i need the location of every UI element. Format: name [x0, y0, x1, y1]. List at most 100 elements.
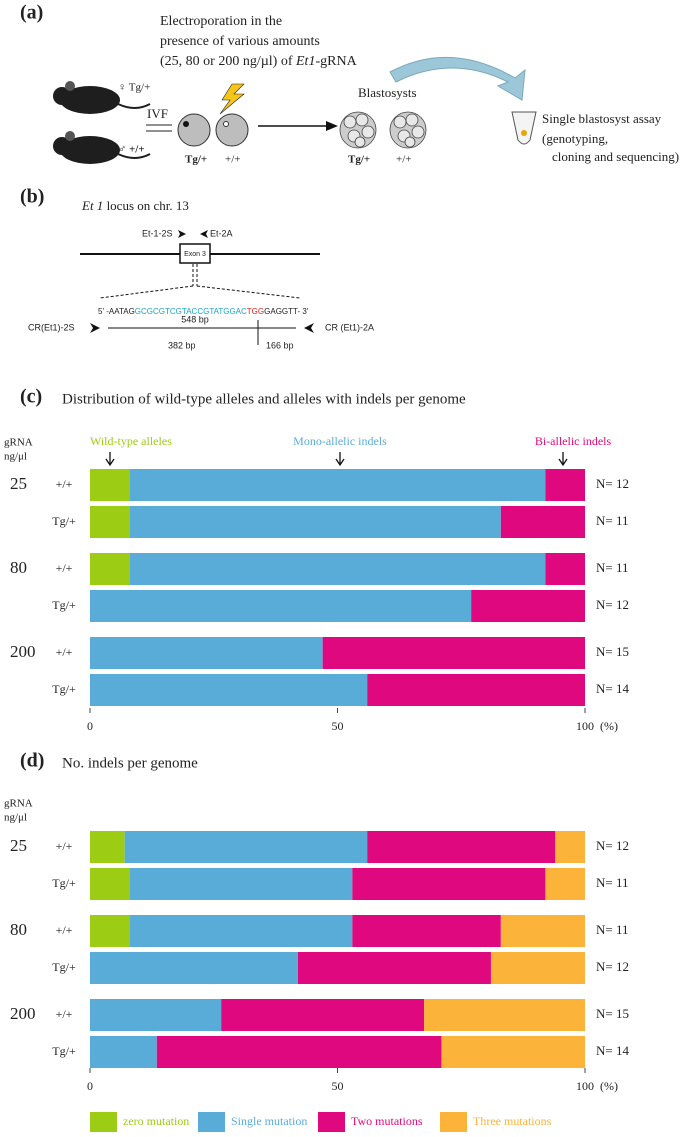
- n-label: N= 11: [596, 513, 629, 528]
- bar-segment: [500, 506, 585, 538]
- bar-segment: [90, 553, 130, 585]
- panel-letter: (a): [20, 2, 43, 24]
- bar-segment: [90, 469, 130, 501]
- bar-segment: [441, 1036, 585, 1068]
- row-label: Tg/+: [52, 682, 76, 696]
- bar-segment: [90, 952, 298, 984]
- exon-box: [179, 243, 211, 264]
- bar-segment: [90, 590, 472, 622]
- legend-label: Single mutation: [231, 1114, 307, 1128]
- x-tick-label: 100: [576, 719, 594, 733]
- legend-swatch: [198, 1112, 225, 1132]
- bar-segment: [90, 637, 323, 669]
- bar-segment: [90, 831, 125, 863]
- cell-nucleus: [223, 121, 229, 127]
- bar-segment: [129, 868, 353, 900]
- assay-text: (genotyping,: [542, 131, 608, 146]
- n-label: N= 14: [596, 1043, 629, 1058]
- group-label: 200: [10, 1004, 36, 1023]
- n-label: N= 11: [596, 922, 629, 937]
- row-label: Tg/+: [52, 876, 76, 890]
- blastocyst-label: Tg/+: [348, 154, 370, 166]
- ivf-lines: [146, 124, 172, 132]
- zoom-lines: [99, 264, 301, 299]
- primer-arrow: [200, 230, 208, 238]
- curved-arrow: [389, 56, 526, 101]
- primer-arrow: [304, 323, 314, 333]
- bar-segment: [90, 868, 130, 900]
- row-label: +/+: [56, 923, 73, 937]
- bar-segment: [352, 915, 501, 947]
- female-label: ♀ Tg/+: [118, 82, 150, 94]
- group-label: 25: [10, 836, 27, 855]
- row-label: Tg/+: [52, 960, 76, 974]
- sequence: 5' -AATAGGCGCGTCGTACCGTATGGACTGGGAGGTT- …: [98, 307, 309, 316]
- legend-label: Bi-allelic indels: [535, 434, 612, 448]
- ivf-label: IVF: [147, 106, 168, 121]
- x-tick-label: 100: [576, 1079, 594, 1093]
- tube-icon: [511, 111, 537, 145]
- n-label: N= 14: [596, 681, 629, 696]
- arrowhead: [326, 121, 338, 131]
- bar-segment: [90, 1036, 157, 1068]
- x-tick-label: 50: [332, 719, 344, 733]
- group-label: 80: [10, 558, 27, 577]
- fragment-label: 382 bp: [168, 340, 196, 350]
- blastocyst-label: +/+: [396, 154, 411, 166]
- electroporation-text: Electroporation in the: [160, 14, 282, 29]
- group-axis-label: gRNA: [4, 798, 33, 810]
- n-label: N= 12: [596, 838, 629, 853]
- group-label: 25: [10, 474, 27, 493]
- chart-title: No. indels per genome: [62, 755, 198, 771]
- x-axis-label: (%): [600, 719, 618, 733]
- electroporation-text: presence of various amounts: [160, 34, 320, 49]
- blastocysts-label: Blastosysts: [358, 85, 417, 100]
- bar-segment: [90, 915, 130, 947]
- mouse-icons: [53, 81, 151, 164]
- row-label: +/+: [56, 1007, 73, 1021]
- row-label: Tg/+: [52, 1044, 76, 1058]
- n-label: N= 15: [596, 1006, 629, 1021]
- row-label: Tg/+: [52, 514, 76, 528]
- x-axis-label: (%): [600, 1079, 618, 1093]
- row-label: +/+: [56, 477, 73, 491]
- amplicon-line: [108, 320, 296, 345]
- bar-segment: [500, 915, 585, 947]
- group-label: 200: [10, 642, 36, 661]
- bar-segment: [90, 674, 368, 706]
- legend-arrow: [335, 452, 345, 467]
- bar-segment: [129, 553, 546, 585]
- x-tick-label: 0: [87, 719, 93, 733]
- legend-label: Mono-allelic indels: [293, 434, 387, 448]
- cell-icon: [177, 113, 211, 147]
- row-label: +/+: [56, 645, 73, 659]
- chart-title: Distribution of wild-type alleles and al…: [62, 391, 466, 407]
- primer-label: Et-2A: [210, 228, 233, 238]
- group-label: 80: [10, 920, 27, 939]
- bar-segment: [90, 999, 222, 1031]
- legend-label: Two mutations: [351, 1114, 423, 1128]
- assay-text: Single blastosyst assay: [542, 111, 662, 126]
- blastocyst-icons: [339, 111, 427, 149]
- bar-segment: [129, 469, 546, 501]
- bar-segment: [545, 553, 585, 585]
- bar-segment: [352, 868, 546, 900]
- legend-swatch: [90, 1112, 117, 1132]
- n-label: N= 12: [596, 597, 629, 612]
- legend-swatch: [440, 1112, 467, 1132]
- panel-letter: (d): [20, 750, 44, 772]
- bar-segment: [90, 506, 130, 538]
- x-tick-label: 0: [87, 1079, 93, 1093]
- legend-arrow: [558, 452, 568, 467]
- panel-letter: (b): [20, 186, 44, 208]
- locus-title: Et 1 locus on chr. 13: [81, 198, 189, 213]
- bar-segment: [129, 506, 501, 538]
- group-axis-label: ng/μl: [4, 451, 27, 463]
- bar-segment: [545, 469, 585, 501]
- bar-segment: [367, 831, 556, 863]
- row-label: +/+: [56, 839, 73, 853]
- legend-arrow: [105, 452, 115, 467]
- cell-nucleus: [183, 121, 189, 127]
- primer-arrow: [178, 230, 186, 238]
